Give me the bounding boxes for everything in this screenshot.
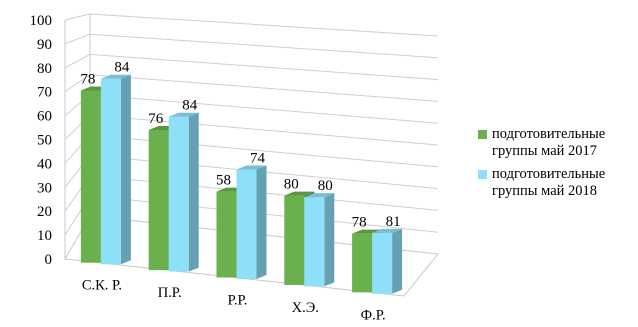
data-label-1-2: 76 <box>148 111 164 127</box>
data-label-2-4: 80 <box>318 178 333 194</box>
bar-top <box>284 191 315 196</box>
legend-item-2018: подготовительные группы май 2018 <box>478 166 638 200</box>
bar-front <box>284 195 305 285</box>
data-labels: 78 84 76 84 58 74 80 80 78 81 <box>80 60 400 231</box>
data-label-2-2: 84 <box>182 98 198 114</box>
bar-2-5 <box>372 228 403 294</box>
x-tick-label-5: Ф.Р. <box>361 307 386 323</box>
y-tick-label-100: 100 <box>30 13 53 29</box>
bar-side <box>188 112 199 272</box>
bar-side <box>256 165 267 279</box>
data-label-2-3: 74 <box>250 150 266 166</box>
data-label-1-3: 58 <box>216 173 231 189</box>
bar-front <box>148 129 169 271</box>
data-label-1-4: 80 <box>284 177 299 193</box>
x-tick-label-4: Х.Э. <box>292 300 319 316</box>
bar-2-3 <box>236 165 267 279</box>
bar-front <box>216 191 237 278</box>
y-tick-label-0: 0 <box>45 252 53 268</box>
y-tick-label-50: 50 <box>37 133 52 149</box>
bar-top <box>100 74 131 79</box>
bar-side <box>392 228 403 294</box>
y-tick-label-30: 30 <box>37 180 52 196</box>
gridline-90 <box>64 33 439 59</box>
legend-label-2018: подготовительные группы май 2018 <box>492 166 606 199</box>
bar-front <box>304 197 325 287</box>
y-axis-ticks: 0 10 20 30 40 50 60 70 80 90 100 <box>30 13 53 268</box>
bar-front <box>80 90 101 263</box>
bar-top <box>168 112 199 117</box>
bar-front <box>100 78 121 265</box>
bar-2-4 <box>304 193 335 287</box>
y-tick-label-90: 90 <box>37 37 52 53</box>
bar-2-1 <box>100 74 131 265</box>
y-tick-label-20: 20 <box>37 204 52 220</box>
legend-swatch-2017 <box>478 130 487 139</box>
x-tick-label-3: Р.Р. <box>228 293 248 309</box>
legend-swatch-2018 <box>478 170 487 179</box>
legend: подготовительные группы май 2017 подгото… <box>478 126 638 206</box>
gridline-80 <box>64 53 439 81</box>
bar-front <box>372 232 393 294</box>
x-tick-label-1: С.К. Р. <box>82 278 122 294</box>
chart-bars <box>80 74 403 294</box>
data-label-1-5: 78 <box>352 215 367 231</box>
data-label-2-1: 84 <box>114 60 130 76</box>
data-label-2-5: 81 <box>386 214 401 230</box>
y-tick-label-60: 60 <box>37 109 52 125</box>
bar-top <box>304 193 335 198</box>
bar-top <box>372 228 403 233</box>
gridline-70 <box>64 74 439 102</box>
y-tick-label-70: 70 <box>37 85 52 101</box>
bar-front <box>236 169 257 279</box>
y-tick-label-40: 40 <box>37 156 52 172</box>
bar-side <box>120 74 131 265</box>
bar-side <box>324 193 335 287</box>
bar-top <box>236 165 267 170</box>
y-tick-label-80: 80 <box>37 61 52 77</box>
x-axis-labels: С.К. Р. П.Р. Р.Р. Х.Э. Ф.Р. <box>82 278 386 324</box>
bar-2-2 <box>168 112 199 272</box>
x-tick-label-2: П.Р. <box>158 285 182 301</box>
legend-item-2017: подготовительные группы май 2017 <box>478 126 638 160</box>
y-tick-label-10: 10 <box>37 228 52 244</box>
gridline-100 <box>64 13 439 37</box>
data-label-1-1: 78 <box>80 71 95 87</box>
legend-label-2017: подготовительные группы май 2017 <box>492 126 606 159</box>
bar-front <box>168 116 189 272</box>
bar-front <box>352 233 373 293</box>
